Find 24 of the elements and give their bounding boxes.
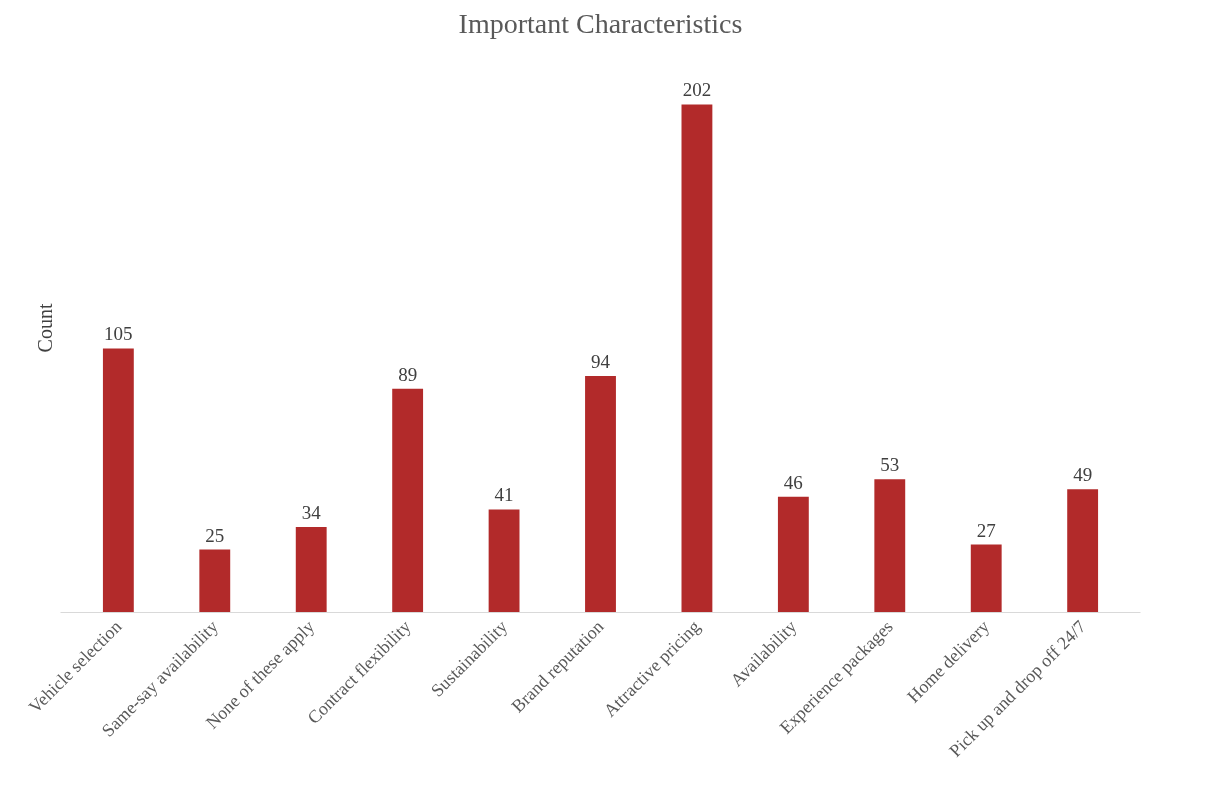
data-label: 25 [205,524,225,546]
data-label: 27 [976,519,996,541]
data-label: 46 [783,471,803,493]
bar [295,526,327,613]
bar [585,376,616,613]
bar [488,509,520,613]
data-label: 49 [1073,464,1093,486]
data-label: 202 [682,79,712,101]
bar [102,348,134,613]
data-label: 94 [591,351,611,373]
bar [777,496,809,613]
data-label: 53 [880,454,900,476]
chart-title: Important Characteristics [458,7,743,39]
bar [392,388,424,613]
y-axis-title: Count [33,303,56,353]
bar [199,549,231,613]
data-label: 105 [104,323,133,345]
bar [970,544,1002,613]
data-label: 41 [494,484,514,506]
data-label: 34 [301,501,322,523]
bar [1067,489,1099,613]
bar [874,479,906,613]
bar [681,104,713,613]
data-label: 89 [398,363,418,385]
